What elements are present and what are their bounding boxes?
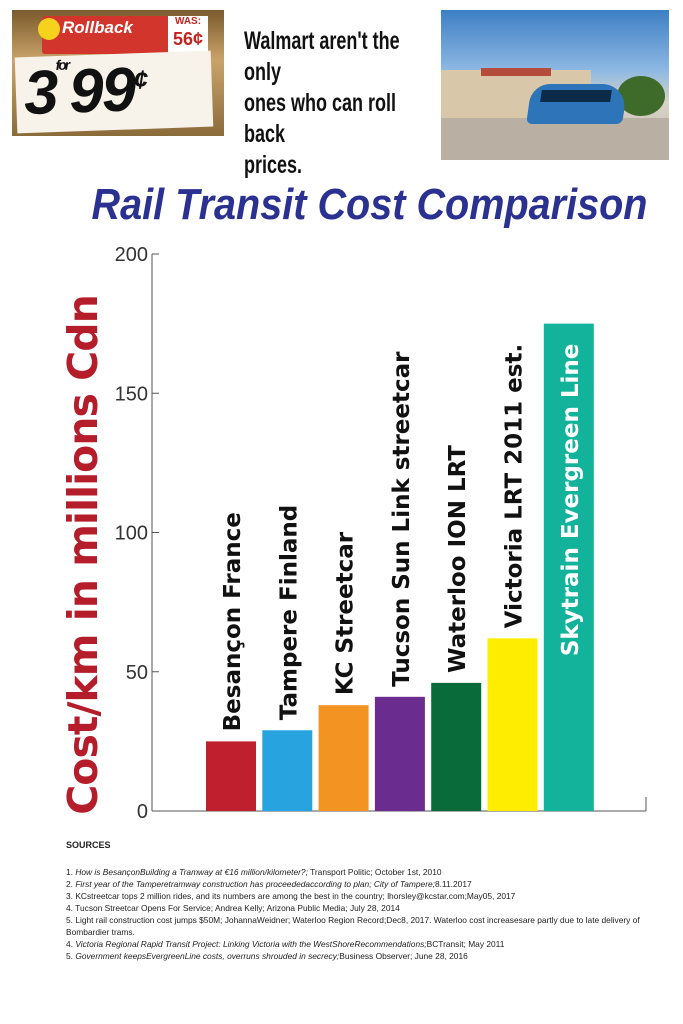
source-details: Light rail construction cost jumps $50M;… <box>66 915 640 937</box>
source-item: 1. How is BesançonBuilding a Tramway at … <box>66 866 666 878</box>
y-tick-label: 100 <box>115 523 148 545</box>
source-details: 8.11.2017 <box>435 879 472 889</box>
y-tick-label: 0 <box>137 801 148 823</box>
source-item: 2. First year of the Tamperetramway cons… <box>66 878 666 890</box>
chart-title: Rail Transit Cost Comparison <box>91 180 648 229</box>
bar <box>543 323 594 811</box>
caption-line: ones who can roll back <box>244 89 397 148</box>
category-label: Skytrain Evergreen Line <box>558 344 584 657</box>
header-caption: Walmart aren't the only ones who can rol… <box>244 26 431 181</box>
category-label: Waterloo ION LRT <box>445 445 471 673</box>
source-title: How is BesançonBuilding a Tramway at €16… <box>75 867 308 877</box>
source-number: 3. <box>66 891 76 901</box>
y-tick-label: 200 <box>115 244 148 266</box>
tram-photo <box>441 10 669 160</box>
bar <box>318 705 369 811</box>
sources-heading: SOURCES <box>66 840 111 850</box>
rollback-text: Rollback <box>62 18 133 37</box>
smiley-icon <box>38 18 60 40</box>
source-item: 3. KCstreetcar tops 2 million rides, and… <box>66 890 666 902</box>
bar-chart: 0 50 100 150 200 Besançon France Tampere Finla… <box>115 244 647 823</box>
source-number: 2. <box>66 879 76 889</box>
bar <box>206 741 256 811</box>
y-tick-label: 50 <box>126 662 148 684</box>
photo-roof <box>481 68 551 76</box>
source-item: 4. Victoria Regional Rapid Transit Proje… <box>66 938 666 950</box>
category-label: Besançon France <box>220 512 246 731</box>
source-number: 4. <box>66 939 76 949</box>
rollback-sign-photo: Rollback WAS: 56¢ 3for99¢ <box>12 10 224 136</box>
caption-line: Walmart aren't the only <box>244 27 400 86</box>
source-title: First year of the Tamperetramway constru… <box>75 879 435 889</box>
source-title: Government keepsEvergreenLine costs, ove… <box>75 951 340 961</box>
source-title: Victoria Regional Rapid Transit Project:… <box>75 939 427 949</box>
source-item: 5. Light rail construction cost jumps $5… <box>66 914 666 938</box>
source-number: 5. <box>66 915 76 925</box>
source-item: 5. Government keepsEvergreenLine costs, … <box>66 950 666 962</box>
sources-list: 1. How is BesançonBuilding a Tramway at … <box>66 866 666 962</box>
was-label: WAS: <box>174 16 202 27</box>
was-price: 56¢ <box>172 29 204 49</box>
source-number: 5. <box>66 951 76 961</box>
sources-section: SOURCES 1. How is BesançonBuilding a Tra… <box>66 840 666 962</box>
caption-line: prices. <box>244 151 303 179</box>
photo-tree <box>617 76 665 116</box>
category-label: Victoria LRT 2011 est. <box>502 344 528 629</box>
source-details: BCTransit; May 2011 <box>426 939 505 949</box>
category-label: Tampere Finland <box>276 505 302 720</box>
source-details: KCstreetcar tops 2 million rides, and it… <box>75 891 516 901</box>
source-number: 4. <box>66 903 76 913</box>
bar <box>487 638 538 811</box>
bar <box>374 696 425 811</box>
category-label: KC Streetcar <box>333 531 359 695</box>
source-details: Transport Politic; October 1st, 2010 <box>307 867 442 877</box>
was-price-tag: WAS: 56¢ <box>168 16 208 54</box>
category-label: Tucson Sun Link streetcar <box>389 351 415 687</box>
source-number: 1. <box>66 867 76 877</box>
photo-pavement <box>441 118 669 160</box>
source-item: 4. Tucson Streetcar Opens For Service; A… <box>66 902 666 914</box>
rollback-banner <box>42 16 168 54</box>
bar <box>262 730 313 811</box>
source-details: Tucson Streetcar Opens For Service; Andr… <box>75 903 400 913</box>
y-tick-label: 150 <box>115 383 148 405</box>
source-details: Business Observer; June 28, 2016 <box>339 951 468 961</box>
bar <box>431 682 482 811</box>
